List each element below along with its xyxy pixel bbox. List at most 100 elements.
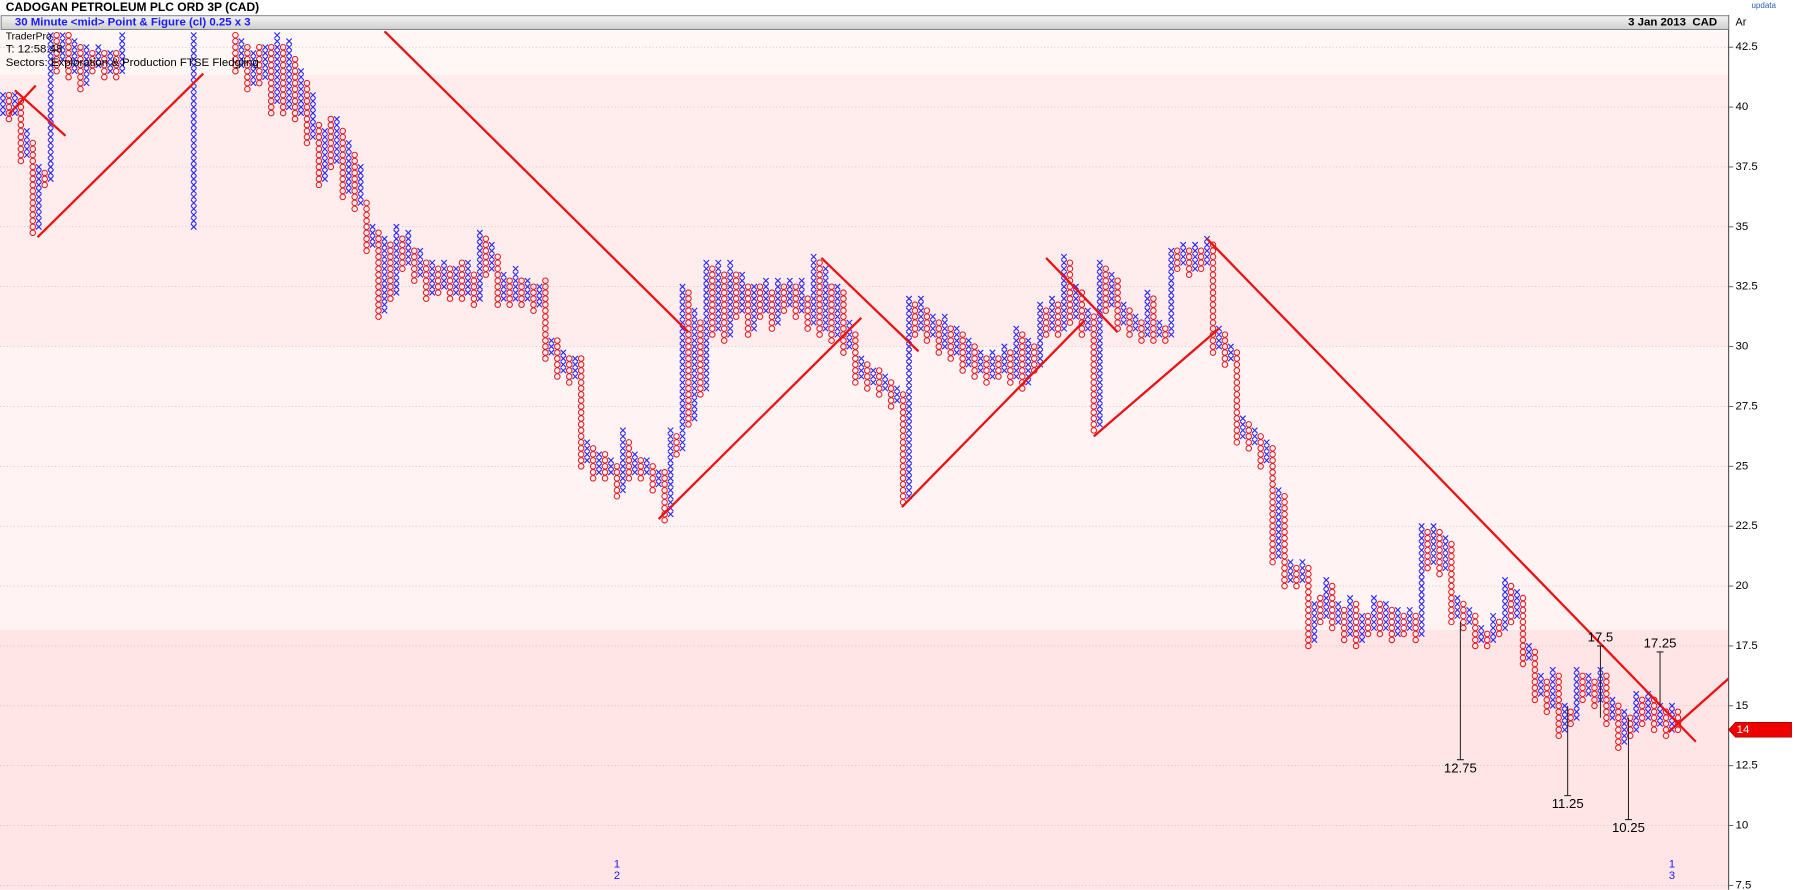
x-box	[417, 247, 424, 254]
x-box	[798, 301, 805, 308]
x-box	[667, 475, 674, 482]
x-box	[655, 469, 662, 476]
x-box	[1418, 570, 1425, 578]
x-box	[679, 295, 686, 302]
x-box	[381, 235, 388, 242]
x-box	[762, 283, 770, 290]
x-box	[1168, 289, 1175, 296]
o-column	[768, 289, 776, 332]
x-box	[1275, 523, 1282, 530]
x-column	[1323, 576, 1330, 620]
x-box	[71, 56, 78, 63]
y-tick-label: 32.5	[1735, 281, 1757, 293]
o-box	[1376, 600, 1384, 608]
x-box	[953, 331, 960, 338]
x-box	[953, 349, 960, 356]
x-box	[905, 397, 913, 404]
x-box	[250, 62, 257, 69]
x-box	[476, 295, 483, 302]
x-box	[703, 343, 710, 350]
x-box	[47, 163, 54, 171]
o-box	[1603, 672, 1610, 680]
x-box	[119, 50, 126, 57]
o-column	[1328, 582, 1336, 632]
x-box	[905, 355, 913, 362]
info-text: Sectors: Exploration & Production FTSE F…	[6, 57, 259, 69]
x-box	[1442, 558, 1449, 566]
o-column	[291, 55, 299, 123]
x-box	[190, 103, 197, 111]
x-box	[679, 289, 686, 296]
x-box	[703, 361, 710, 368]
x-box	[715, 307, 722, 314]
o-column	[1424, 528, 1431, 572]
x-box	[1096, 295, 1103, 302]
x-box	[1025, 349, 1032, 356]
x-box	[1454, 594, 1461, 602]
x-box	[834, 313, 841, 320]
x-box	[905, 469, 913, 476]
x-box	[1180, 259, 1187, 266]
x-box	[1513, 606, 1521, 614]
x-box	[1501, 576, 1509, 584]
x-box	[35, 175, 42, 183]
x-box	[822, 265, 829, 272]
annotation-line	[1564, 705, 1572, 797]
o-column	[685, 289, 692, 428]
x-box	[703, 265, 710, 272]
x-box	[1346, 612, 1354, 620]
x-box	[679, 337, 686, 344]
x-box	[190, 205, 197, 213]
x-box	[905, 451, 913, 458]
x-box	[1394, 624, 1401, 632]
x-box	[345, 163, 352, 171]
x-box	[822, 313, 829, 320]
x-box	[834, 325, 841, 332]
o-box	[1662, 708, 1670, 716]
o-box	[637, 457, 645, 464]
annotation-label: 17.25	[1644, 635, 1677, 650]
o-box	[1162, 325, 1169, 332]
x-box	[452, 271, 460, 278]
x-box	[1633, 720, 1640, 727]
x-box	[107, 56, 114, 63]
x-box	[917, 319, 925, 326]
x-box	[1072, 301, 1080, 308]
x-box	[250, 79, 257, 87]
x-box	[1096, 343, 1103, 350]
x-box	[905, 331, 913, 338]
x-box	[297, 79, 305, 87]
annotation-label: 17.5	[1588, 629, 1614, 644]
x-box	[274, 56, 281, 63]
x-box	[285, 62, 293, 69]
x-box	[1537, 672, 1544, 680]
x-box	[285, 74, 293, 81]
x-box	[643, 463, 650, 470]
x-box	[1156, 325, 1163, 332]
x-box	[345, 157, 352, 165]
x-box	[941, 313, 948, 320]
x-box	[488, 259, 495, 266]
o-box	[77, 43, 84, 51]
x-box	[965, 343, 972, 350]
x-column	[309, 91, 317, 141]
x-box	[452, 265, 460, 272]
x-box	[572, 355, 579, 362]
x-box	[1299, 558, 1306, 566]
x-box	[1621, 732, 1628, 739]
x-box	[47, 169, 54, 177]
x-box	[274, 32, 281, 39]
o-box	[744, 283, 752, 290]
o-box	[303, 79, 311, 87]
o-box	[375, 229, 382, 237]
x-box	[35, 223, 42, 230]
x-box	[1585, 690, 1592, 697]
x-box	[250, 74, 257, 81]
o-box	[923, 307, 931, 314]
x-box	[274, 38, 281, 45]
o-box	[1412, 612, 1419, 620]
x-box	[262, 68, 269, 75]
x-box	[1263, 451, 1270, 458]
x-column	[1382, 600, 1390, 632]
x-box	[643, 469, 650, 476]
